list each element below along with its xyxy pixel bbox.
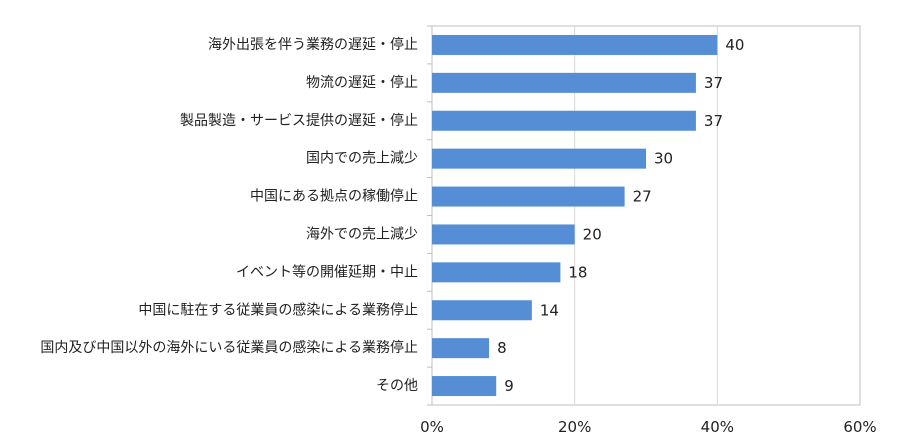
category-label-6: イベント等の開催延期・中止: [236, 263, 418, 280]
bar-8: [432, 338, 489, 358]
bar-2: [432, 111, 696, 131]
bar-0: [432, 35, 717, 55]
value-label-6: 18: [568, 263, 587, 281]
category-label-0: 海外出張を伴う業務の遅延・停止: [208, 36, 418, 53]
value-label-3: 30: [654, 150, 673, 168]
value-label-0: 40: [725, 36, 744, 54]
bar-3: [432, 149, 646, 169]
category-label-9: その他: [376, 378, 418, 394]
bar-4: [432, 187, 625, 207]
value-label-9: 9: [504, 377, 514, 395]
value-label-7: 14: [540, 301, 559, 319]
category-label-2: 製品製造・サービス提供の遅延・停止: [180, 112, 418, 129]
bar-5: [432, 224, 575, 244]
x-tick-label-1: 20%: [558, 418, 591, 436]
bar-6: [432, 262, 560, 282]
category-label-3: 国内での売上減少: [306, 150, 418, 167]
x-tick-label-2: 40%: [701, 418, 734, 436]
bar-7: [432, 300, 532, 320]
category-label-4: 中国にある拠点の稼働停止: [250, 188, 418, 205]
value-label-1: 37: [704, 74, 723, 92]
category-label-7: 中国に駐在する従業員の感染による業務停止: [138, 301, 418, 318]
value-label-2: 37: [704, 112, 723, 130]
value-label-8: 8: [497, 339, 507, 357]
value-label-5: 20: [583, 225, 602, 243]
x-tick-label-0: 0%: [420, 418, 444, 436]
category-label-8: 国内及び中国以外の海外にいる従業員の感染による業務停止: [40, 339, 418, 356]
bar-1: [432, 73, 696, 93]
x-tick-label-3: 60%: [843, 418, 876, 436]
category-label-1: 物流の遅延・停止: [306, 74, 418, 91]
bar-9: [432, 376, 496, 396]
value-label-4: 27: [633, 188, 652, 206]
category-label-5: 海外での売上減少: [306, 225, 418, 242]
